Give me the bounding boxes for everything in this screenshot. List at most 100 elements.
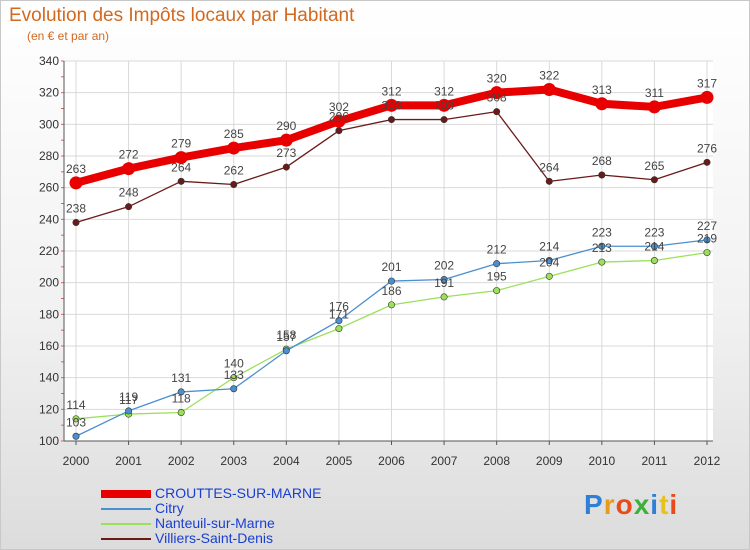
data-point [545, 272, 553, 280]
data-label: 212 [487, 243, 507, 257]
data-label: 312 [434, 84, 454, 98]
data-point [230, 374, 238, 382]
data-point [703, 236, 711, 244]
data-point [72, 432, 80, 440]
data-point [490, 86, 504, 100]
legend-label: Nanteuil-sur-Marne [155, 515, 275, 531]
data-label: 118 [172, 392, 191, 406]
data-label: 140 [224, 357, 244, 371]
x-tick-label: 2004 [273, 454, 300, 468]
data-point [385, 98, 398, 112]
y-tick-label: 240 [39, 212, 59, 226]
data-point [493, 287, 501, 295]
data-point [493, 260, 501, 268]
data-point [230, 385, 238, 393]
chart-title: Evolution des Impôts locaux par Habitant [9, 5, 355, 26]
data-point [282, 347, 290, 355]
data-point [335, 127, 343, 135]
y-tick-label: 280 [39, 149, 59, 163]
x-tick-label: 2010 [588, 454, 615, 468]
data-point [72, 219, 80, 227]
x-tick-label: 2003 [220, 454, 247, 468]
data-label: 264 [171, 160, 191, 174]
data-point [542, 83, 556, 96]
data-label: 320 [487, 72, 507, 86]
legend-swatch [101, 523, 151, 525]
data-label: 213 [592, 241, 612, 255]
data-label: 103 [66, 415, 86, 429]
data-label: 114 [66, 398, 85, 412]
y-tick-label: 180 [39, 307, 59, 321]
data-label: 311 [645, 86, 664, 100]
data-label: 219 [697, 232, 717, 246]
data-label: 262 [224, 164, 244, 178]
data-point [650, 242, 658, 250]
y-tick-label: 300 [39, 117, 59, 131]
data-label: 186 [381, 284, 401, 298]
data-point [125, 407, 133, 415]
data-label: 158 [276, 328, 296, 342]
y-tick-label: 160 [39, 339, 59, 353]
data-point [650, 256, 658, 264]
chart-subtitle: (en € et par an) [27, 29, 110, 43]
data-point [598, 171, 606, 179]
data-label: 214 [539, 240, 559, 254]
data-point [437, 98, 451, 112]
data-label: 313 [592, 83, 612, 97]
data-point [440, 116, 448, 124]
data-label: 227 [697, 219, 717, 233]
x-tick-label: 2005 [326, 454, 353, 468]
data-label: 157 [276, 330, 296, 344]
data-point [595, 97, 609, 111]
data-point [598, 242, 606, 250]
data-point [69, 176, 83, 190]
data-point [387, 301, 395, 309]
legend-label: CROUTTES-SUR-MARNE [155, 485, 322, 501]
data-point [282, 163, 290, 171]
logo-letter: i [669, 489, 679, 520]
data-point [177, 177, 185, 185]
data-label: 265 [644, 159, 664, 173]
x-tick-label: 2008 [483, 454, 510, 468]
x-tick-label: 2002 [168, 454, 195, 468]
data-label: 133 [224, 368, 244, 382]
data-label: 296 [329, 110, 349, 124]
y-tick-label: 200 [39, 276, 59, 290]
y-tick-label: 220 [39, 244, 59, 258]
logo-letter: x [633, 489, 651, 520]
data-point [493, 108, 501, 116]
data-point [230, 181, 238, 189]
data-point [335, 317, 343, 325]
legend-label: Villiers-Saint-Denis [155, 530, 274, 546]
data-label: 317 [697, 76, 717, 90]
data-label: 223 [592, 225, 612, 239]
data-label: 248 [119, 186, 139, 200]
data-label: 204 [539, 255, 559, 269]
data-label: 290 [276, 119, 296, 133]
data-label: 176 [329, 300, 349, 314]
proxiti-logo: Proxiti [584, 489, 678, 521]
data-label: 223 [644, 225, 664, 239]
data-point [279, 133, 293, 147]
data-point [545, 177, 553, 185]
data-label: 238 [66, 202, 86, 216]
data-point [177, 408, 185, 416]
y-tick-label: 260 [39, 181, 59, 195]
data-label: 308 [487, 91, 507, 105]
data-label: 191 [434, 276, 454, 290]
data-label: 119 [119, 390, 138, 404]
data-point [227, 141, 241, 155]
y-tick-label: 120 [39, 402, 59, 416]
legend-swatch [101, 538, 151, 540]
data-point [647, 100, 661, 114]
x-tick-label: 2006 [378, 454, 405, 468]
data-label: 285 [224, 127, 244, 141]
data-point [440, 275, 448, 283]
y-tick-label: 340 [39, 54, 59, 68]
data-label: 268 [592, 154, 612, 168]
data-label: 201 [381, 260, 401, 274]
data-label: 272 [119, 148, 139, 162]
data-label: 263 [66, 162, 86, 176]
data-point [174, 151, 188, 165]
